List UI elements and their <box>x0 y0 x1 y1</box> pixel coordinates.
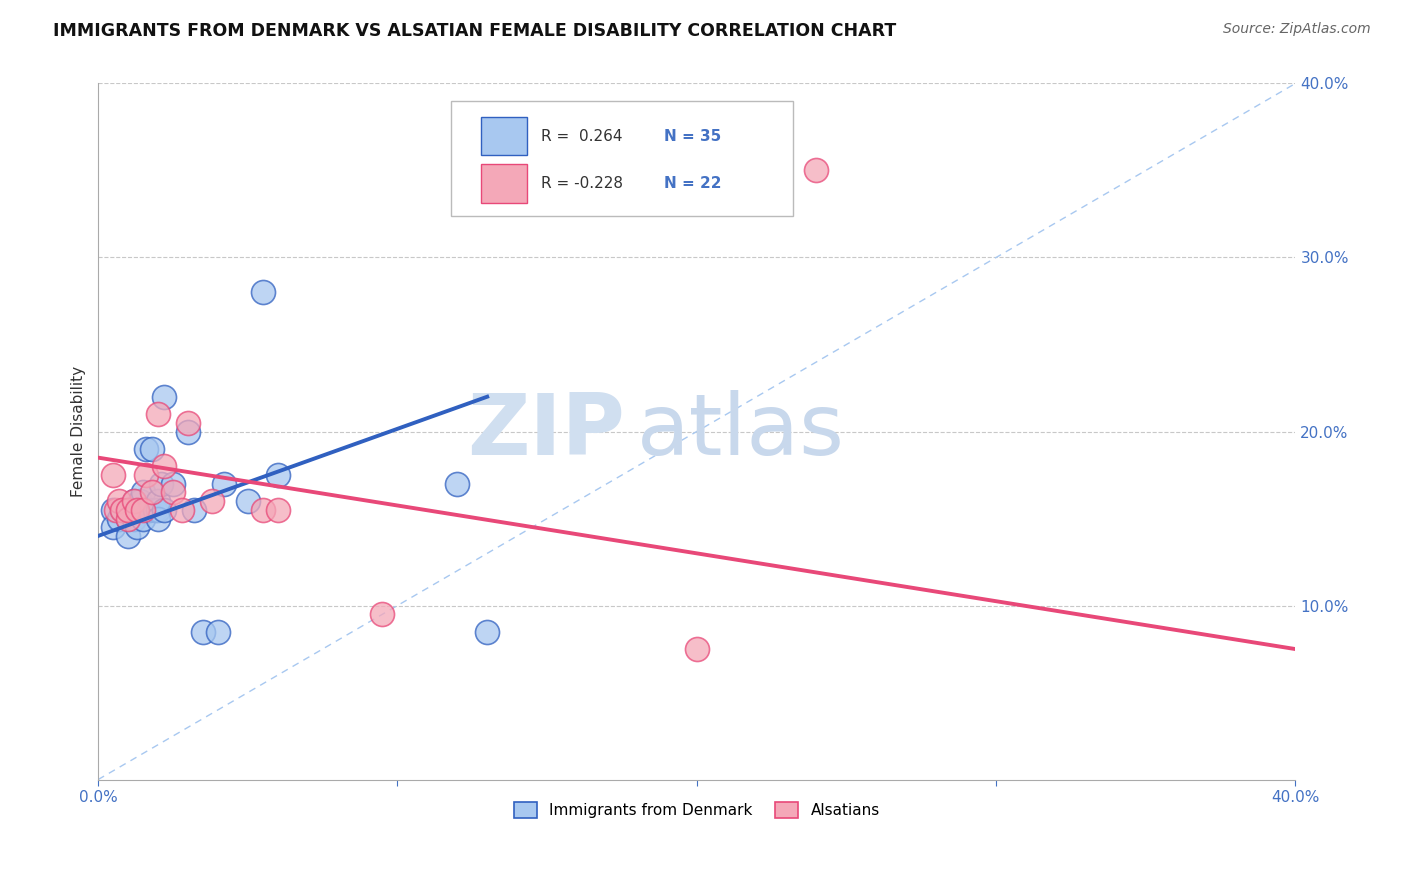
Point <box>153 503 176 517</box>
Bar <box>481 164 527 202</box>
Point <box>183 503 205 517</box>
Point <box>146 494 169 508</box>
Point <box>132 503 155 517</box>
Point <box>177 425 200 439</box>
Point <box>101 520 124 534</box>
Point <box>122 494 145 508</box>
FancyBboxPatch shape <box>451 101 793 216</box>
Point <box>101 503 124 517</box>
Point <box>153 390 176 404</box>
Point <box>806 163 828 178</box>
Point <box>141 485 163 500</box>
Text: ZIP: ZIP <box>467 390 624 473</box>
Point <box>108 494 131 508</box>
Point <box>132 511 155 525</box>
Text: R = -0.228: R = -0.228 <box>541 176 623 191</box>
Point <box>146 407 169 421</box>
Point <box>135 442 157 456</box>
Y-axis label: Female Disability: Female Disability <box>72 366 86 497</box>
Point <box>266 503 288 517</box>
Point <box>170 503 193 517</box>
Point <box>477 624 499 639</box>
Point <box>201 494 224 508</box>
Point <box>446 476 468 491</box>
Point <box>117 529 139 543</box>
Point <box>111 503 134 517</box>
Point <box>108 511 131 525</box>
Legend: Immigrants from Denmark, Alsatians: Immigrants from Denmark, Alsatians <box>508 796 886 824</box>
Text: Source: ZipAtlas.com: Source: ZipAtlas.com <box>1223 22 1371 37</box>
Point <box>371 607 394 622</box>
Point <box>132 485 155 500</box>
Point <box>266 468 288 483</box>
Text: N = 22: N = 22 <box>665 176 721 191</box>
Point <box>138 503 160 517</box>
Point <box>117 503 139 517</box>
Bar <box>481 117 527 155</box>
Point <box>125 520 148 534</box>
Point <box>252 503 274 517</box>
Point <box>122 494 145 508</box>
Point <box>122 511 145 525</box>
Point <box>686 642 709 657</box>
Point <box>143 503 166 517</box>
Text: atlas: atlas <box>637 390 845 473</box>
Point <box>162 485 184 500</box>
Point <box>146 511 169 525</box>
Point <box>117 511 139 525</box>
Point <box>101 468 124 483</box>
Point <box>207 624 229 639</box>
Text: IMMIGRANTS FROM DENMARK VS ALSATIAN FEMALE DISABILITY CORRELATION CHART: IMMIGRANTS FROM DENMARK VS ALSATIAN FEMA… <box>53 22 897 40</box>
Point <box>135 468 157 483</box>
Point <box>125 503 148 517</box>
Point <box>129 494 152 508</box>
Point <box>141 442 163 456</box>
Point <box>212 476 235 491</box>
Point <box>252 285 274 300</box>
Point <box>125 503 148 517</box>
Point <box>236 494 259 508</box>
Point <box>117 511 139 525</box>
Point <box>153 459 176 474</box>
Point <box>177 416 200 430</box>
Point <box>149 476 172 491</box>
Text: N = 35: N = 35 <box>665 128 721 144</box>
Point <box>111 503 134 517</box>
Text: R =  0.264: R = 0.264 <box>541 128 623 144</box>
Point <box>191 624 214 639</box>
Point <box>162 476 184 491</box>
Point <box>105 503 128 517</box>
Point <box>117 503 139 517</box>
Point <box>146 503 169 517</box>
